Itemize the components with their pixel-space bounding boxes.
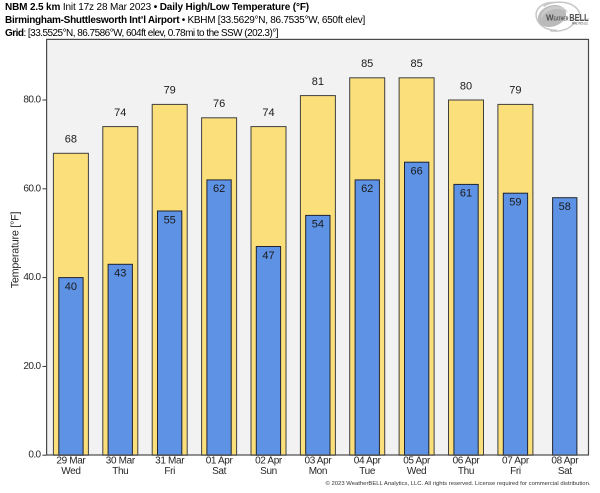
svg-text:0.0: 0.0 bbox=[28, 450, 41, 461]
svg-text:47: 47 bbox=[262, 250, 274, 262]
svg-text:31 Mar: 31 Mar bbox=[155, 455, 185, 466]
svg-text:Temperature [°F]: Temperature [°F] bbox=[10, 211, 22, 288]
svg-text:Fri: Fri bbox=[510, 466, 521, 477]
svg-text:© 2023 WeatherBELL Analytics,: © 2023 WeatherBELL Analytics, LLC. All r… bbox=[326, 480, 591, 487]
svg-text:76: 76 bbox=[213, 98, 225, 110]
svg-text:80.0: 80.0 bbox=[23, 95, 41, 106]
svg-text:ANALYTICS LLC: ANALYTICS LLC bbox=[572, 22, 588, 26]
svg-text:85: 85 bbox=[410, 58, 422, 70]
svg-text:01 Apr: 01 Apr bbox=[206, 455, 234, 466]
svg-text:40: 40 bbox=[65, 281, 77, 293]
svg-text:08 Apr: 08 Apr bbox=[551, 455, 579, 466]
svg-text:Tue: Tue bbox=[359, 466, 376, 477]
svg-text:W: W bbox=[546, 13, 554, 22]
svg-text:79: 79 bbox=[509, 85, 521, 97]
svg-text:43: 43 bbox=[114, 268, 126, 280]
svg-text:EATHER: EATHER bbox=[554, 16, 569, 22]
svg-text:66: 66 bbox=[410, 166, 422, 178]
svg-text:79: 79 bbox=[164, 85, 176, 97]
svg-text:Wed: Wed bbox=[407, 466, 426, 477]
svg-text:29 Mar: 29 Mar bbox=[56, 455, 86, 466]
svg-text:68: 68 bbox=[65, 134, 77, 146]
svg-text:62: 62 bbox=[361, 183, 373, 195]
svg-text:74: 74 bbox=[114, 107, 126, 119]
svg-text:07 Apr: 07 Apr bbox=[502, 455, 530, 466]
svg-text:Mon: Mon bbox=[309, 466, 327, 477]
svg-text:80: 80 bbox=[460, 80, 472, 92]
svg-text:59: 59 bbox=[509, 197, 521, 209]
svg-text:BELL: BELL bbox=[569, 13, 589, 24]
svg-text:61: 61 bbox=[460, 188, 472, 200]
svg-text:03 Apr: 03 Apr bbox=[304, 455, 332, 466]
svg-text:85: 85 bbox=[361, 58, 373, 70]
svg-text:81: 81 bbox=[312, 76, 324, 88]
svg-text:30 Mar: 30 Mar bbox=[106, 455, 136, 466]
svg-text:Wed: Wed bbox=[61, 466, 80, 477]
svg-text:40.0: 40.0 bbox=[23, 272, 41, 283]
svg-text:20.0: 20.0 bbox=[23, 361, 41, 372]
svg-text:05 Apr: 05 Apr bbox=[403, 455, 431, 466]
svg-text:Thu: Thu bbox=[458, 466, 474, 477]
svg-text:06 Apr: 06 Apr bbox=[453, 455, 481, 466]
svg-text:02 Apr: 02 Apr bbox=[255, 455, 283, 466]
svg-text:Fri: Fri bbox=[164, 466, 175, 477]
svg-text:54: 54 bbox=[312, 219, 324, 231]
svg-text:04 Apr: 04 Apr bbox=[354, 455, 382, 466]
svg-text:74: 74 bbox=[262, 107, 274, 119]
svg-text:Sat: Sat bbox=[558, 466, 573, 477]
svg-text:Thu: Thu bbox=[112, 466, 128, 477]
svg-text:62: 62 bbox=[213, 183, 225, 195]
svg-text:58: 58 bbox=[559, 201, 571, 213]
svg-text:Sat: Sat bbox=[212, 466, 227, 477]
svg-text:Sun: Sun bbox=[260, 466, 277, 477]
svg-text:60.0: 60.0 bbox=[23, 183, 41, 194]
svg-text:55: 55 bbox=[164, 214, 176, 226]
